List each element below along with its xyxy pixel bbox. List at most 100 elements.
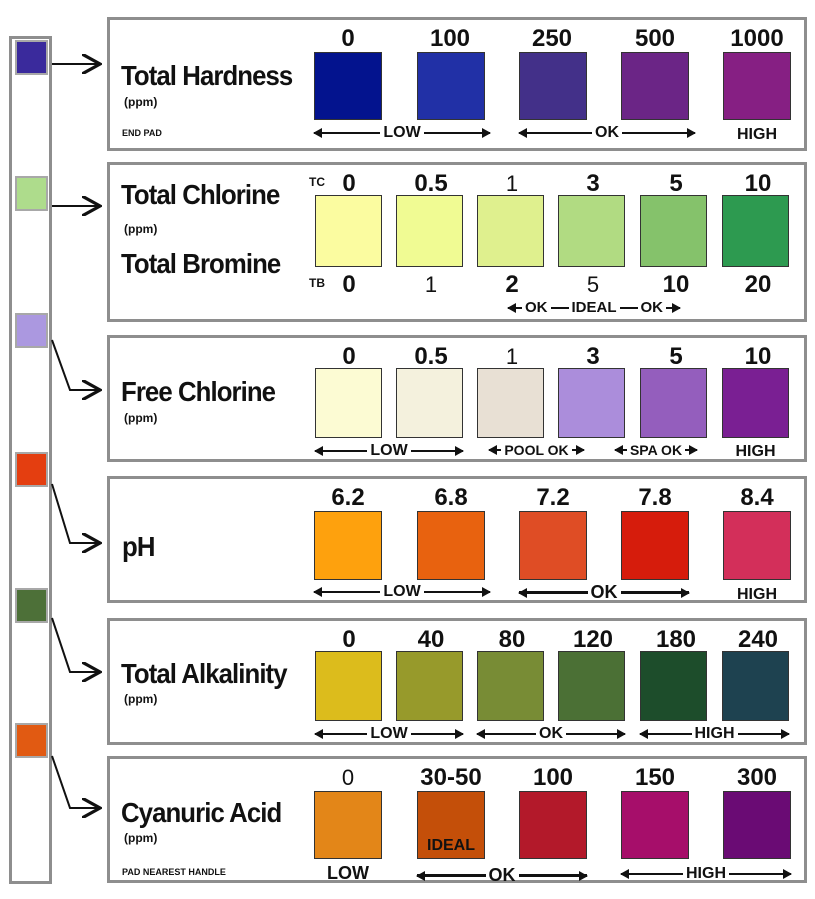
color-swatch-ideal: IDEAL — [417, 791, 485, 859]
value-label: 8.4 — [740, 484, 774, 511]
color-swatch — [640, 651, 707, 721]
panel-ph: pH 6.2 6.8 7.2 7.8 8.4 LOW OK HIGH — [107, 476, 807, 603]
range-spa-ok: SPA OK — [600, 442, 712, 458]
color-swatch — [315, 195, 382, 267]
panel-title-secondary: Total Bromine — [121, 248, 281, 279]
value-label: 150 — [634, 764, 676, 791]
tb-value: 2 — [505, 271, 519, 298]
range-high: HIGH — [737, 586, 777, 603]
tb-value: 1 — [424, 272, 438, 297]
color-swatch — [519, 791, 587, 859]
value-label: 3 — [586, 343, 600, 370]
value-label: 6.2 — [331, 484, 365, 511]
color-swatch — [314, 52, 382, 120]
panel-title: Total Hardness — [121, 60, 293, 91]
pad-cyanuric-acid — [15, 723, 48, 758]
pad-ph — [15, 452, 48, 487]
panel-note: PAD NEAREST HANDLE — [122, 867, 226, 877]
panel-unit: (ppm) — [124, 692, 158, 706]
panel-title: pH — [122, 531, 155, 562]
value-label: 0 — [341, 25, 355, 52]
color-swatch — [477, 651, 544, 721]
range-ok: OK — [518, 124, 696, 142]
range-ok: OK — [476, 725, 626, 743]
tc-value: 0.5 — [414, 170, 448, 197]
connector-ph — [51, 483, 98, 543]
pad-total-chlorine — [15, 176, 48, 211]
tc-value: 1 — [505, 171, 519, 196]
value-label: 5 — [669, 343, 683, 370]
color-swatch — [722, 195, 789, 267]
color-swatch — [315, 651, 382, 721]
tc-value: 10 — [744, 170, 772, 197]
value-label: 500 — [634, 25, 676, 52]
panel-total-chlorine-bromine: Total Chlorine (ppm) Total Bromine TC TB… — [107, 162, 807, 322]
ideal-label: IDEAL — [427, 837, 475, 854]
color-swatch — [723, 52, 791, 120]
range-high: HIGH — [620, 865, 792, 883]
value-label: 0 — [342, 343, 356, 370]
tb-value: 20 — [744, 271, 772, 298]
panel-total-alkalinity: Total Alkalinity (ppm) 0 40 80 120 180 2… — [107, 618, 807, 745]
panel-cyanuric-acid: Cyanuric Acid (ppm) PAD NEAREST HANDLE 0… — [107, 756, 807, 886]
range-high: HIGH — [639, 725, 790, 743]
color-swatch — [417, 52, 485, 120]
range-ok: OK — [518, 582, 690, 603]
pad-free-chlorine — [15, 313, 48, 348]
value-label: 10 — [744, 343, 772, 370]
color-swatch — [723, 791, 791, 859]
color-swatch — [558, 195, 625, 267]
tc-value: 0 — [342, 170, 356, 197]
tb-value: 5 — [586, 272, 600, 297]
color-swatch — [396, 368, 463, 438]
range-low: LOW — [313, 725, 465, 743]
color-swatch — [396, 651, 463, 721]
value-label: 80 — [498, 626, 526, 653]
color-swatch — [722, 651, 789, 721]
range-low: LOW — [313, 442, 465, 460]
pad-total-alkalinity — [15, 588, 48, 623]
color-swatch — [558, 368, 625, 438]
value-label: 0 — [342, 626, 356, 653]
range-ok: OK — [416, 865, 588, 886]
panel-title: Total Chlorine — [121, 179, 280, 210]
range-low: LOW — [327, 863, 369, 883]
value-label: 250 — [531, 25, 573, 52]
panel-unit: (ppm) — [124, 95, 158, 109]
value-label: 0 — [341, 765, 355, 790]
color-swatch — [417, 511, 485, 580]
connector-free-chlorine — [51, 339, 98, 390]
panel-total-hardness: Total Hardness (ppm) END PAD 0 100 250 5… — [107, 17, 807, 151]
color-swatch — [558, 651, 625, 721]
color-swatch — [519, 511, 587, 580]
panel-note: END PAD — [122, 128, 162, 138]
value-label: 100 — [429, 25, 471, 52]
tc-tag: TC — [309, 175, 325, 189]
color-swatch — [396, 195, 463, 267]
value-label: 7.8 — [638, 484, 672, 511]
range-high: HIGH — [737, 126, 777, 143]
panel-free-chlorine: Free Chlorine (ppm) 0 0.5 1 3 5 10 LOW P… — [107, 335, 807, 462]
tb-value: 0 — [342, 271, 356, 298]
panel-unit: (ppm) — [124, 831, 158, 845]
color-swatch — [519, 52, 587, 120]
range-pool-ok: POOL OK — [477, 442, 596, 458]
value-label: 180 — [655, 626, 697, 653]
value-label: 120 — [572, 626, 614, 653]
range-low: LOW — [312, 124, 492, 142]
color-swatch — [640, 368, 707, 438]
value-label: 6.8 — [434, 484, 468, 511]
pad-total-hardness — [15, 40, 48, 75]
tb-value: 10 — [662, 271, 690, 298]
color-swatch — [477, 368, 544, 438]
value-label: 300 — [736, 764, 778, 791]
value-label: 100 — [532, 764, 574, 791]
color-swatch — [621, 511, 689, 580]
color-swatch — [722, 368, 789, 438]
panel-title: Cyanuric Acid — [121, 797, 282, 828]
value-label: 240 — [737, 626, 779, 653]
panel-title: Total Alkalinity — [121, 658, 288, 689]
color-swatch — [621, 791, 689, 859]
color-swatch — [315, 368, 382, 438]
